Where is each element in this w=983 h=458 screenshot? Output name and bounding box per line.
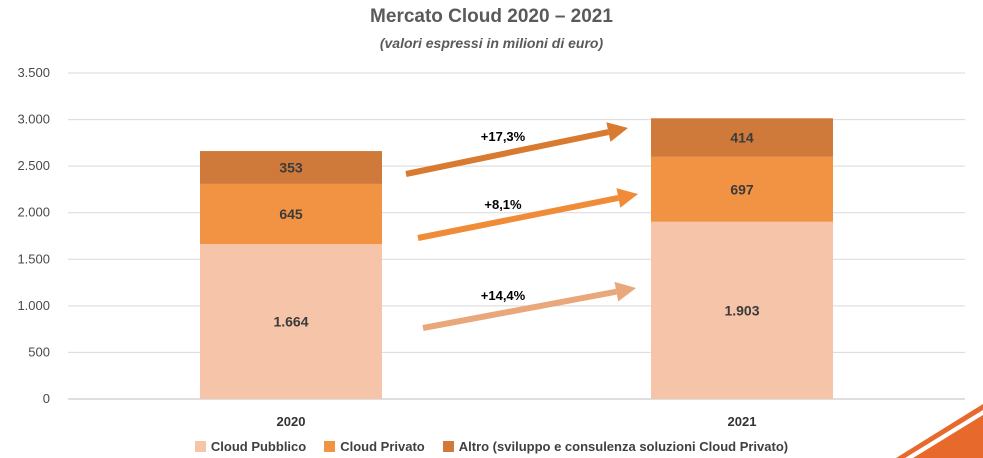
corner-decoration: [896, 404, 983, 458]
data-label: 1.664: [273, 314, 308, 330]
growth-arrow-head: [616, 188, 638, 208]
chart-title: Mercato Cloud 2020 – 2021: [370, 6, 613, 27]
y-tick-label: 1.000: [17, 298, 50, 313]
y-tick-label: 3.000: [17, 112, 50, 127]
growth-arrow-head: [606, 122, 628, 142]
growth-arrow: [422, 288, 617, 331]
y-tick-label: 2.000: [17, 205, 50, 220]
data-label: 645: [279, 206, 303, 222]
growth-label: +17,3%: [481, 129, 526, 144]
legend-swatch: [442, 441, 454, 452]
legend-label: Altro (sviluppo e consulenza soluzioni C…: [458, 439, 789, 454]
data-label: 414: [730, 130, 754, 146]
x-tick-label: 2021: [728, 414, 757, 429]
legend-item-cloud-privato: Cloud Privato: [324, 439, 425, 454]
chart-subtitle: (valori espressi in milioni di euro): [379, 35, 604, 51]
legend-swatch: [194, 441, 206, 452]
growth-label: +8,1%: [484, 197, 522, 212]
bar-segment: [651, 221, 833, 399]
y-tick-label: 2.500: [17, 158, 50, 173]
data-label: 1.903: [724, 302, 759, 318]
growth-arrow: [405, 129, 610, 177]
legend-label: Cloud Privato: [340, 439, 425, 454]
bar-segment: [200, 183, 382, 245]
data-label: 353: [279, 159, 303, 175]
data-label: 697: [730, 181, 754, 197]
legend: Cloud Pubblico Cloud Privato Altro (svil…: [0, 439, 983, 454]
y-tick-label: 500: [28, 344, 50, 359]
growth-arrow-head: [614, 281, 636, 302]
bar-segment: [651, 156, 833, 222]
x-tick-label: 2020: [277, 414, 306, 429]
corner-decoration: [913, 415, 983, 458]
bar-segment: [200, 244, 382, 399]
y-tick-label: 3.500: [17, 65, 50, 80]
legend-label: Cloud Pubblico: [210, 439, 307, 454]
bar-segment: [651, 118, 833, 157]
growth-label: +14,4%: [481, 288, 526, 303]
legend-item-altro: Altro (sviluppo e consulenza soluzioni C…: [442, 439, 789, 454]
legend-item-cloud-pubblico: Cloud Pubblico: [194, 439, 307, 454]
growth-arrow: [417, 194, 619, 241]
bar-segment: [200, 151, 382, 184]
y-tick-label: 0: [43, 391, 50, 406]
y-tick-label: 1.500: [17, 251, 50, 266]
legend-swatch: [324, 441, 336, 452]
